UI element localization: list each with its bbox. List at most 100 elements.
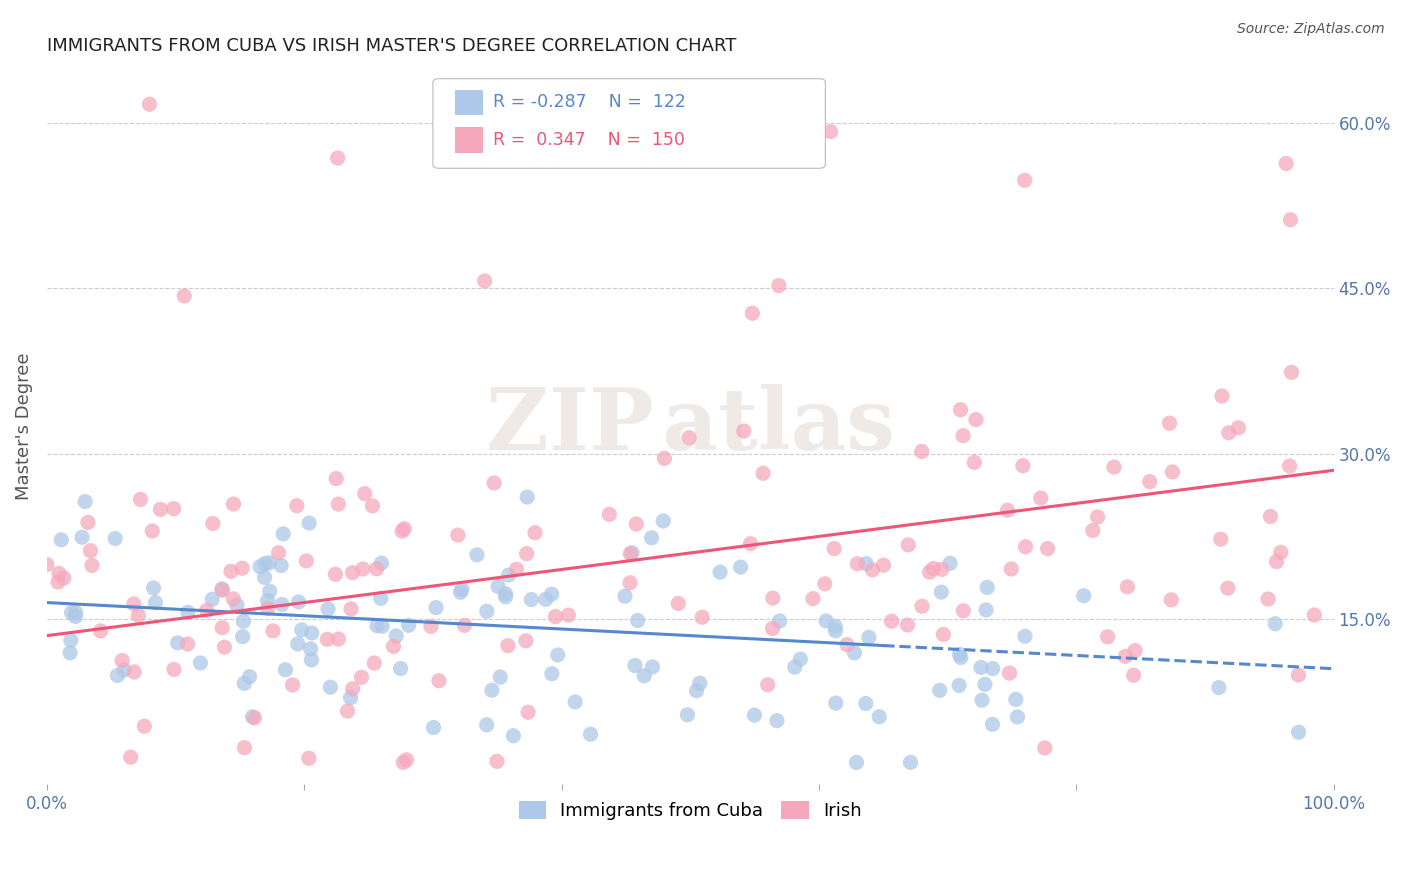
- Point: [325, 472, 347, 486]
- Point: [752, 466, 775, 480]
- Point: [231, 561, 253, 575]
- Point: [976, 580, 998, 594]
- Point: [948, 648, 970, 662]
- Point: [301, 653, 323, 667]
- Point: [517, 705, 540, 719]
- Point: [287, 595, 309, 609]
- Point: [233, 740, 256, 755]
- Point: [641, 660, 664, 674]
- Point: [1270, 545, 1292, 559]
- Point: [1014, 629, 1036, 643]
- Point: [226, 598, 249, 612]
- Point: [475, 604, 498, 618]
- Point: [654, 451, 676, 466]
- Point: [998, 666, 1021, 681]
- Point: [689, 676, 711, 690]
- Point: [949, 650, 972, 665]
- Point: [1122, 668, 1144, 682]
- Point: [59, 646, 82, 660]
- Point: [896, 618, 918, 632]
- Point: [801, 591, 824, 606]
- Point: [690, 610, 713, 624]
- Point: [389, 661, 412, 675]
- Point: [328, 632, 350, 646]
- Point: [1097, 630, 1119, 644]
- Point: [233, 676, 256, 690]
- Point: [1123, 643, 1146, 657]
- Point: [163, 662, 186, 676]
- Point: [166, 636, 188, 650]
- Point: [498, 568, 520, 582]
- Point: [502, 729, 524, 743]
- Point: [319, 680, 342, 694]
- Point: [1011, 458, 1033, 473]
- Point: [90, 624, 112, 638]
- Point: [48, 566, 70, 581]
- Point: [281, 678, 304, 692]
- Point: [79, 543, 101, 558]
- Point: [465, 548, 488, 562]
- Point: [495, 587, 517, 601]
- Point: [824, 624, 846, 638]
- Point: [298, 751, 321, 765]
- Point: [353, 486, 375, 500]
- Point: [505, 562, 527, 576]
- Point: [524, 525, 547, 540]
- Point: [619, 575, 641, 590]
- Legend: Immigrants from Cuba, Irish: Immigrants from Cuba, Irish: [513, 796, 868, 826]
- Point: [1000, 562, 1022, 576]
- Point: [952, 604, 974, 618]
- Point: [862, 563, 884, 577]
- Point: [1209, 532, 1232, 546]
- Point: [299, 641, 322, 656]
- Point: [868, 709, 890, 723]
- Point: [481, 683, 503, 698]
- Point: [744, 708, 766, 723]
- Point: [395, 753, 418, 767]
- Point: [163, 501, 186, 516]
- Point: [52, 571, 75, 585]
- Point: [232, 614, 254, 628]
- Point: [382, 640, 405, 654]
- Point: [1264, 616, 1286, 631]
- Point: [1160, 592, 1182, 607]
- Point: [652, 514, 675, 528]
- Point: [65, 609, 87, 624]
- Point: [970, 660, 993, 674]
- Point: [855, 697, 877, 711]
- Point: [46, 575, 69, 590]
- Point: [129, 492, 152, 507]
- Point: [77, 516, 100, 530]
- Point: [730, 560, 752, 574]
- Point: [911, 599, 934, 614]
- Point: [219, 565, 242, 579]
- Point: [475, 718, 498, 732]
- Point: [858, 631, 880, 645]
- Point: [211, 582, 233, 596]
- Point: [336, 704, 359, 718]
- Point: [325, 567, 347, 582]
- Point: [340, 602, 363, 616]
- Point: [932, 627, 955, 641]
- Point: [557, 608, 579, 623]
- Text: R =  0.347    N =  150: R = 0.347 N = 150: [494, 130, 685, 149]
- Point: [624, 658, 647, 673]
- Point: [740, 537, 762, 551]
- Text: R = -0.287    N =  122: R = -0.287 N = 122: [494, 94, 686, 112]
- Point: [845, 756, 868, 770]
- Point: [1218, 425, 1240, 440]
- Point: [1081, 524, 1104, 538]
- Point: [65, 606, 87, 620]
- Point: [145, 596, 167, 610]
- Point: [823, 541, 845, 556]
- Point: [370, 556, 392, 570]
- Point: [238, 670, 260, 684]
- Point: [769, 614, 792, 628]
- Point: [928, 683, 950, 698]
- Point: [149, 502, 172, 516]
- Point: [846, 557, 869, 571]
- Point: [176, 637, 198, 651]
- Point: [1102, 460, 1125, 475]
- Point: [897, 538, 920, 552]
- Point: [685, 683, 707, 698]
